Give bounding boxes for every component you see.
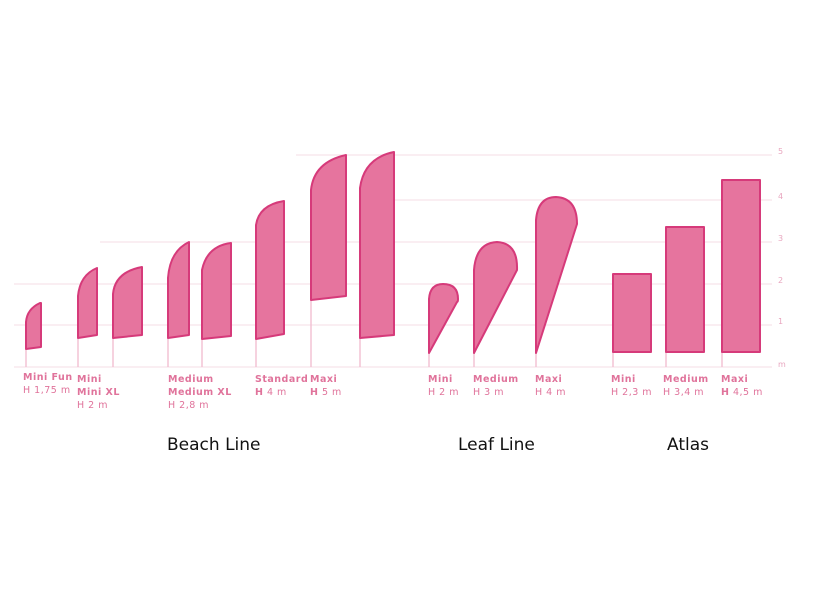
y-tick-unit: m bbox=[778, 360, 786, 369]
flag-height: H 2 m bbox=[77, 400, 108, 411]
flag-leaf-mini bbox=[428, 283, 459, 354]
height-prefix: H bbox=[721, 387, 730, 398]
label-atlas-mini: Mini H 2,3 m bbox=[611, 373, 652, 399]
label-medium-medium-xl: Medium Medium XL H 2,8 m bbox=[168, 373, 232, 412]
y-tick-5: 5 bbox=[778, 147, 784, 156]
flag-name-xl: Medium XL bbox=[168, 387, 232, 398]
flag-maxi bbox=[310, 154, 347, 301]
height-value: 5 m bbox=[321, 387, 342, 398]
label-atlas-maxi: Maxi H 4,5 m bbox=[721, 373, 763, 399]
label-leaf-mini: Mini H 2 m bbox=[428, 373, 459, 399]
flag-mini-fun bbox=[25, 302, 42, 350]
flag-name: Standard bbox=[255, 374, 309, 385]
flag-height: H 2,3 m bbox=[611, 387, 653, 398]
label-leaf-maxi: Maxi H 4 m bbox=[535, 373, 566, 399]
flag-name: Maxi bbox=[721, 374, 749, 385]
flag-atlas-maxi bbox=[721, 179, 761, 353]
label-maxi: Maxi H 5 m bbox=[310, 373, 342, 399]
flag-height: H 2,8 m bbox=[168, 400, 210, 411]
flag-leaf-maxi bbox=[535, 196, 578, 354]
flag-height: H 4 m bbox=[255, 386, 308, 399]
flag-name: Medium bbox=[473, 374, 519, 385]
group-title-leaf-line: Leaf Line bbox=[458, 435, 535, 455]
label-mini-fun: Mini Fun H 1,75 m bbox=[23, 371, 73, 397]
flag-height: H 4,5 m bbox=[721, 386, 763, 399]
flag-standard bbox=[255, 200, 285, 340]
flag-name-xl: Mini XL bbox=[77, 387, 120, 398]
flag-atlas-medium bbox=[665, 226, 705, 353]
height-value: 4 m bbox=[266, 387, 287, 398]
flag-height: H 5 m bbox=[310, 386, 342, 399]
group-title-beach-line: Beach Line bbox=[167, 435, 261, 455]
flag-leaf-medium bbox=[473, 241, 519, 354]
y-tick-3: 3 bbox=[778, 234, 784, 243]
height-value: 4,5 m bbox=[732, 387, 763, 398]
flag-name: Maxi bbox=[535, 374, 563, 385]
flag-height: H 4 m bbox=[535, 387, 566, 398]
flag-height: H 3 m bbox=[473, 387, 504, 398]
flag-maxi-xl bbox=[359, 151, 395, 339]
flag-name: Medium bbox=[168, 374, 214, 385]
label-mini-mini-xl: Mini Mini XL H 2 m bbox=[77, 373, 120, 412]
flag-poles bbox=[25, 298, 723, 367]
flag-name: Mini bbox=[611, 374, 636, 385]
flag-medium bbox=[167, 241, 190, 339]
flag-medium-xl bbox=[201, 242, 232, 340]
flag-mini-xl bbox=[112, 266, 143, 339]
label-standard: Standard H 4 m bbox=[255, 373, 308, 399]
label-leaf-medium: Medium H 3 m bbox=[473, 373, 519, 399]
height-prefix: H bbox=[255, 387, 264, 398]
flag-shapes bbox=[25, 151, 761, 354]
flag-name: Mini Fun bbox=[23, 372, 73, 383]
flag-name: Mini bbox=[77, 374, 102, 385]
flag-name: Medium bbox=[663, 374, 709, 385]
flag-mini bbox=[77, 267, 98, 339]
y-tick-1: 1 bbox=[778, 317, 784, 326]
group-title-atlas: Atlas bbox=[667, 435, 709, 455]
y-tick-4: 4 bbox=[778, 192, 784, 201]
flag-height: H 3,4 m bbox=[663, 387, 705, 398]
flag-height: H 2 m bbox=[428, 387, 459, 398]
flag-name: Maxi bbox=[310, 374, 338, 385]
label-atlas-medium: Medium H 3,4 m bbox=[663, 373, 709, 399]
y-tick-2: 2 bbox=[778, 276, 784, 285]
flag-height: H 1,75 m bbox=[23, 385, 71, 396]
height-prefix: H bbox=[310, 387, 319, 398]
flag-atlas-mini bbox=[612, 273, 652, 353]
flag-name: Mini bbox=[428, 374, 453, 385]
